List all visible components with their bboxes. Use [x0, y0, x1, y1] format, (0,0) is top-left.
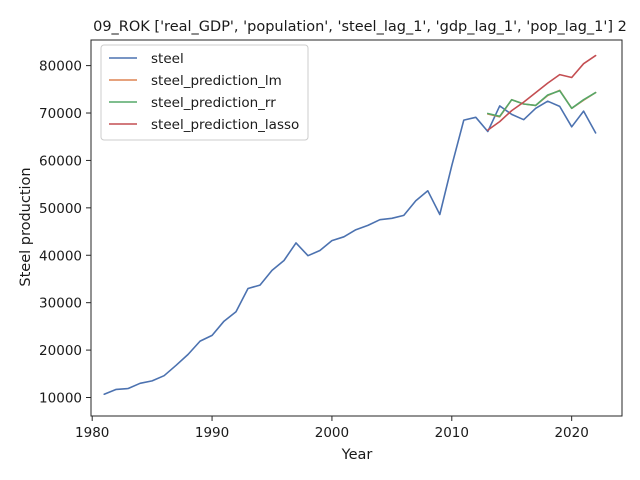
axes-frame — [90, 39, 623, 417]
chart-title: 09_ROK ['real_GDP', 'population', 'steel… — [93, 19, 627, 35]
series-line-steel-prediction-lasso — [486, 54, 597, 131]
legend-label: steel_prediction_rr — [151, 95, 276, 111]
y-tick-label: 50000 — [39, 201, 82, 217]
legend-label: steel_prediction_lasso — [151, 117, 299, 133]
y-tick-label: 70000 — [39, 106, 82, 122]
y-tick-label: 80000 — [39, 59, 82, 75]
x-tick-label: 1990 — [195, 425, 229, 441]
legend-label: steel_prediction_lm — [151, 73, 282, 89]
x-axis-ticks: 1980 1990 2000 2010 2020 — [75, 416, 589, 441]
legend: steel steel_prediction_lm steel_prediction… — [100, 44, 309, 141]
series-lines — [103, 54, 597, 396]
y-tick-label: 20000 — [39, 343, 82, 359]
series-line-steel — [103, 100, 597, 396]
x-tick-label: 1980 — [75, 425, 109, 441]
legend-box — [100, 44, 309, 141]
x-tick-label: 2020 — [554, 425, 588, 441]
y-tick-label: 60000 — [39, 153, 82, 169]
legend-label: steel — [151, 51, 184, 67]
y-axis-ticks: 10000 20000 30000 40000 50000 60000 70000 80000 — [39, 59, 91, 407]
y-tick-label: 10000 — [39, 391, 82, 407]
x-axis-label: Year — [341, 447, 373, 463]
y-tick-label: 30000 — [39, 296, 82, 312]
x-tick-label: 2010 — [435, 425, 469, 441]
y-tick-label: 40000 — [39, 248, 82, 264]
series-line-steel-prediction-rr — [486, 89, 597, 118]
plot-frame — [90, 39, 623, 417]
y-axis-label: Steel production — [18, 167, 34, 286]
x-tick-label: 2000 — [315, 425, 349, 441]
